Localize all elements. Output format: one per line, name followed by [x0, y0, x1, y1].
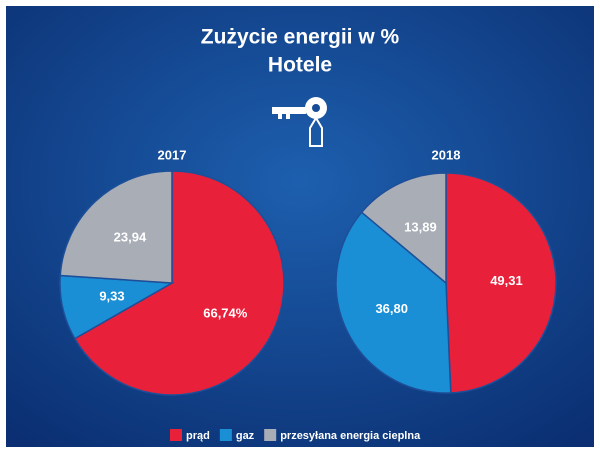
legend-swatch	[264, 429, 277, 441]
pie-slice	[335, 211, 452, 394]
pie-title: 2018	[432, 147, 461, 162]
data-label: 36,80	[375, 301, 408, 316]
legend-label: prąd	[186, 430, 210, 442]
pie-slice	[59, 170, 173, 284]
legend-swatch	[219, 429, 232, 441]
legend-label: gaz	[236, 430, 255, 442]
chart-title: Zużycie energii w %	[201, 26, 400, 49]
pie-slice	[445, 172, 557, 394]
data-label: 13,89	[404, 220, 437, 235]
key-icon	[272, 97, 327, 147]
chart-subtitle: Hotele	[268, 54, 332, 77]
legend-swatch	[170, 429, 182, 441]
legend-label: przesyłana energia cieplna	[280, 430, 421, 442]
pie-title: 2017	[158, 147, 187, 162]
data-label: 49,31	[490, 273, 523, 288]
pie-slice	[73, 170, 285, 396]
data-label: 23,94	[114, 229, 147, 244]
data-label: 9,33	[99, 288, 124, 303]
data-label: 66,74%	[203, 305, 248, 320]
pie-slice	[360, 172, 447, 285]
